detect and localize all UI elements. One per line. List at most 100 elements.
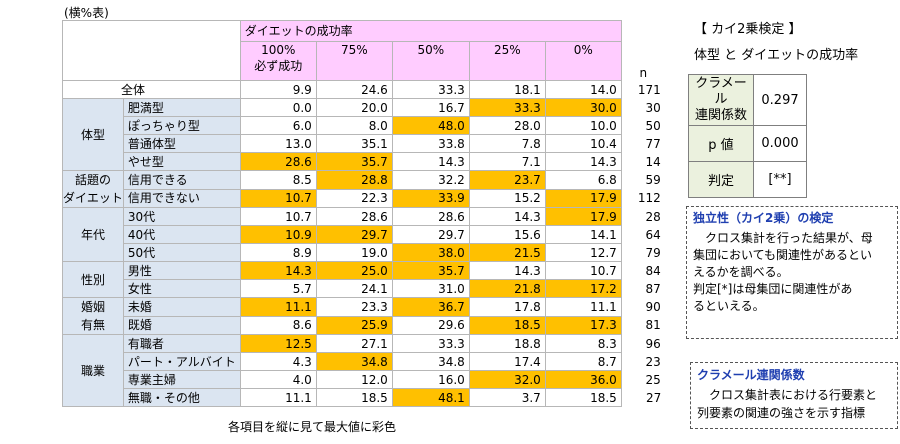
value-cell: 14.3	[391, 152, 470, 171]
value-cell: 28.6	[315, 207, 393, 226]
group-label: 話題の ダイエット	[62, 170, 124, 208]
note-line: えるかを調べる。	[693, 265, 789, 279]
table-caption: (横%表)	[64, 6, 109, 20]
value-cell: 11.1	[239, 388, 317, 407]
n-cell: 14	[645, 154, 661, 169]
value-cell-highlighted: 48.1	[391, 388, 470, 407]
value-cell: 14.3	[544, 152, 622, 171]
n-cell: 87	[645, 281, 661, 296]
n-cell: 79	[645, 245, 661, 260]
table-row: 50代 8.9 19.0 38.0 21.5 12.7 79	[63, 243, 664, 262]
value-cell: 14.1	[544, 225, 622, 244]
chi-square-subtitle: 体型 と ダイエットの成功率	[694, 48, 859, 63]
table-row: 性別 男性 14.3 25.0 35.7 14.3 10.7 84	[62, 261, 664, 298]
row-label-overall: 全体	[62, 80, 241, 99]
value-cell-highlighted: 29.7	[315, 225, 393, 244]
group-label: 性別	[62, 261, 124, 298]
value-cell: 8.6	[239, 315, 317, 335]
group-label: 年代	[62, 207, 124, 262]
group-label-line: 性別	[80, 272, 105, 287]
value-cell: 18.8	[468, 334, 546, 353]
value-cell-highlighted: 36.0	[544, 370, 622, 389]
value-cell: 18.5	[315, 388, 393, 407]
table-row: 40代 10.9 29.7 29.7 15.6 14.1 64	[63, 225, 664, 244]
note-line: るといえる。	[693, 299, 765, 313]
n-cell: 112	[637, 191, 661, 206]
footnote: 各項目を縦に見て最大値に彩色	[228, 420, 397, 434]
n-header: n	[639, 65, 648, 80]
p-value-label: p 値	[688, 125, 754, 162]
value-cell: 10.7	[544, 261, 622, 280]
note-line: 列要素の関連の強さを示す指標	[697, 406, 866, 420]
n-cell: 30	[645, 100, 661, 115]
independence-test-note-title: 独立性（カイ2乗）の検定	[693, 211, 834, 225]
value-cell: 15.2	[468, 188, 546, 208]
table-row: 専業主婦 4.0 12.0 16.0 32.0 36.0 25	[63, 370, 664, 389]
value-cell: 24.1	[315, 279, 393, 298]
value-cell: 33.8	[391, 134, 470, 153]
row-label: 有職者	[122, 334, 241, 353]
table-row: ぽっちゃり型 6.0 8.0 48.0 28.0 10.0 50	[63, 116, 664, 135]
value-cell-highlighted: 17.2	[544, 279, 622, 298]
value-cell: 34.8	[391, 352, 470, 371]
p-value: 0.000	[753, 125, 807, 162]
value-cell-highlighted: 18.5	[468, 315, 546, 335]
value-cell: 23.3	[315, 297, 393, 317]
judgement-value: [**]	[753, 161, 807, 198]
row-label: 普通体型	[122, 134, 241, 153]
table-row: 体型 肥満型 0.0 20.0 16.7 33.3 30.0 30	[62, 98, 664, 171]
value-cell: 3.7	[468, 388, 546, 407]
row-label: ぽっちゃり型	[122, 116, 241, 135]
value-cell: 27.1	[315, 334, 393, 353]
value-cell: 8.0	[315, 116, 393, 135]
value-cell: 4.0	[239, 370, 317, 389]
column-header: 25%	[468, 41, 546, 81]
value-cell: 10.7	[239, 207, 317, 226]
column-header: 75%	[315, 41, 393, 81]
column-header-line2: 必ず成功	[254, 59, 303, 73]
value-cell: 7.8	[468, 134, 546, 153]
value-cell-highlighted: 21.5	[468, 243, 546, 262]
table-row: 既婚 8.6 25.9 29.6 18.5 17.3 81	[63, 315, 664, 335]
n-cell: 25	[645, 372, 661, 387]
note-line: クロス集計を行った結果が、母	[705, 231, 873, 245]
value-cell-highlighted: 35.7	[315, 152, 393, 171]
table-row: やせ型 28.6 35.7 14.3 7.1 14.3 14	[63, 152, 664, 171]
group-label-line: 年代	[80, 227, 105, 242]
value-cell: 32.2	[391, 170, 470, 190]
table-row: 無職・その他 11.1 18.5 48.1 3.7 18.5 27	[63, 388, 664, 407]
value-cell: 5.7	[239, 279, 317, 298]
row-label: 信用できない	[122, 188, 241, 208]
value-cell-highlighted: 35.7	[391, 261, 470, 280]
value-cell-highlighted: 38.0	[391, 243, 470, 262]
value-cell: 35.1	[315, 134, 393, 153]
n-cell: 77	[645, 136, 661, 151]
value-cell: 10.4	[544, 134, 622, 153]
row-label: 男性	[122, 261, 241, 280]
note-line: 集団においても関連性があるとい	[693, 248, 873, 262]
value-cell: 0.0	[239, 98, 317, 117]
value-cell-highlighted: 28.6	[239, 152, 317, 171]
value-cell: 18.5	[544, 388, 622, 407]
table-row: 職業 有職者 12.5 27.1 33.3 18.8 8.3 96	[62, 334, 664, 407]
group-label-line: 体型	[80, 127, 105, 142]
table-row: 普通体型 13.0 35.1 33.8 7.8 10.4 77	[63, 134, 664, 153]
header-corner	[62, 20, 241, 81]
group-label-line: 婚姻	[80, 300, 105, 314]
table-row: 女性 5.7 24.1 31.0 21.8 17.2 87	[63, 279, 664, 298]
group-label-line: 職業	[80, 363, 105, 378]
group-label: 婚姻 有無	[62, 297, 124, 335]
group-label-line: 有無	[80, 318, 105, 332]
cramer-coefficient-note: クラメール連関係数 クロス集計表における行要素と 列要素の関連の強さを示す指標	[690, 362, 898, 429]
value-cell: 20.0	[315, 98, 393, 117]
cramer-label: クラメール 連関係数	[688, 74, 754, 126]
value-cell: 9.9	[239, 80, 317, 99]
row-label: やせ型	[122, 152, 241, 171]
value-cell: 29.7	[391, 225, 470, 244]
table-row: 婚姻 有無 未婚 11.1 23.3 36.7 17.8 11.1 90	[62, 297, 664, 335]
value-cell: 11.1	[544, 297, 622, 317]
value-cell: 15.6	[468, 225, 546, 244]
value-cell: 31.0	[391, 279, 470, 298]
n-cell: 84	[645, 263, 661, 278]
value-cell: 13.0	[239, 134, 317, 153]
